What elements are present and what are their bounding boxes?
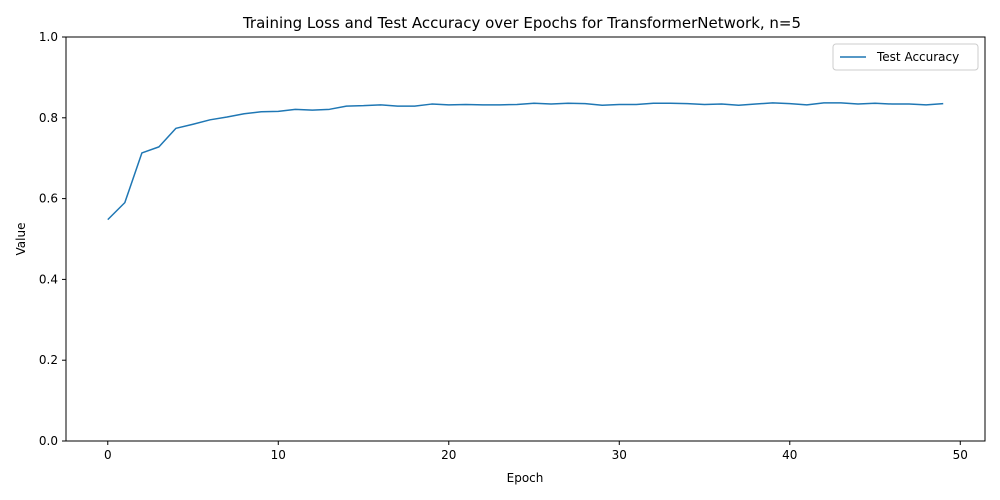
legend-box [832,43,979,71]
x-tick-label: 20 [441,448,456,462]
plot-area: 0 10 20 30 40 50 0.0 0.2 0.4 0.6 0.8 1.0 [39,30,986,462]
plot-frame [65,36,986,442]
y-tick-label: 0.0 [39,434,58,448]
chart-title: Training Loss and Test Accuracy over Epo… [242,14,801,32]
y-tick-label: 0.6 [39,192,58,206]
x-tick-label: 30 [612,448,627,462]
x-tick-label: 10 [271,448,286,462]
legend: Test Accuracy [832,43,979,71]
legend-label: Test Accuracy [876,50,959,64]
y-tick-label: 0.4 [39,272,58,286]
series-group [107,102,944,221]
y-tick-label: 1.0 [39,30,58,44]
y-axis-label: Value [14,223,28,256]
y-tick-label: 0.8 [39,111,58,125]
x-axis-ticks: 0 10 20 30 40 50 [104,441,968,462]
x-axis-label: Epoch [507,471,544,485]
series-line-test-accuracy [107,102,944,221]
y-tick-label: 0.2 [39,353,58,367]
y-axis-ticks: 0.0 0.2 0.4 0.6 0.8 1.0 [39,30,66,448]
x-tick-label: 50 [953,448,968,462]
x-tick-label: 40 [782,448,797,462]
x-tick-label: 0 [104,448,112,462]
